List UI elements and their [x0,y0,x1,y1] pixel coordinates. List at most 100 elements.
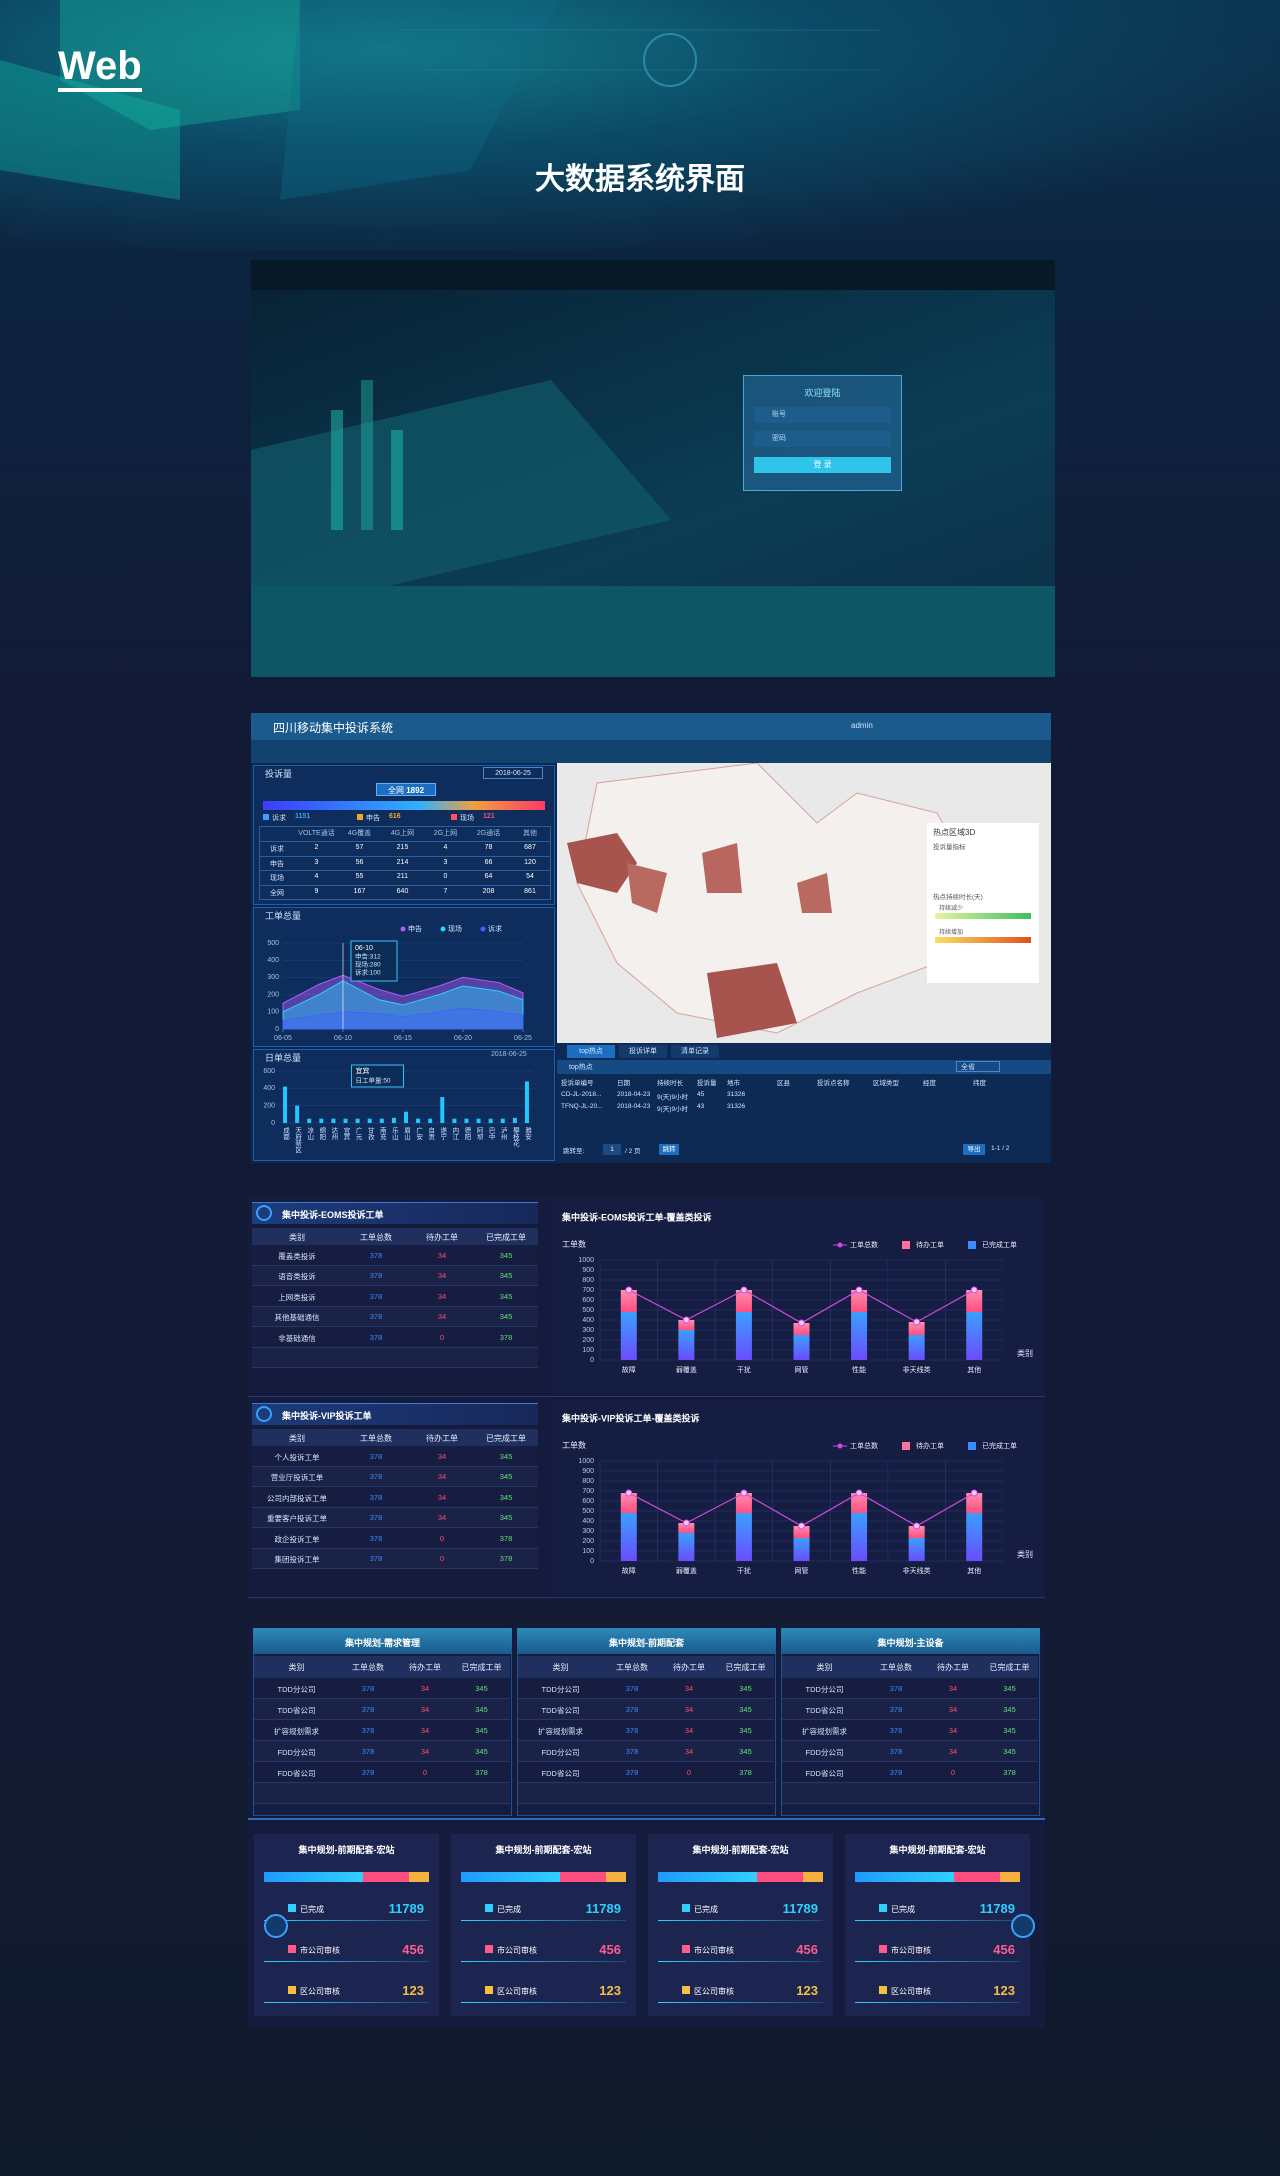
table-cell: 345 [499,1492,513,1502]
total-line [628,1289,975,1324]
bar-pending [793,1526,810,1538]
legend-label: 已完成工单 [982,1240,1017,1249]
tab[interactable]: top热点 [567,1045,615,1058]
table-header-row [518,1656,774,1678]
row-name: 诉求 [270,846,284,853]
table-cell: FDD省公司 [541,1769,580,1778]
legend-label: 申告 [408,924,422,933]
bar-completed [851,1513,868,1561]
tooltip-line: 日工单量:50 [356,1076,391,1085]
bar [307,1118,312,1123]
table-cell: 4 [443,844,448,851]
page-count: / 2 页 [625,1148,641,1155]
item-name: 市公司审核 [694,1946,734,1955]
table-cell: 378 [369,1472,383,1482]
row-name: 全网 [270,889,284,897]
prev-arrow[interactable] [264,1914,288,1938]
table-cell: 34 [684,1705,694,1714]
table-cell: 34 [437,1271,447,1281]
tab[interactable]: 投诉详单 [619,1045,667,1058]
item-underline [855,2002,1020,2003]
column-header: 地市 [727,1080,740,1087]
x-tick-label: 06-05 [274,1035,292,1042]
bar [416,1118,421,1123]
table-cell: 34 [437,1451,447,1461]
filter-select[interactable]: 全省 [956,1061,1000,1072]
x-tick-label: 06-10 [334,1035,352,1042]
bar [355,1118,360,1123]
panel-title: 集中投诉-EOMS投诉工单 [282,1210,384,1220]
login-screen: 欢迎登陆 账号 密码 登 录 [251,260,1055,677]
x-tick-label: 非天线类 [903,1365,931,1374]
table-cell: 345 [1003,1705,1016,1714]
jump-button[interactable]: 跳转 [659,1144,679,1155]
x-tick-label: 06-25 [514,1035,532,1042]
x-tick-label: 06-15 [394,1035,412,1042]
header-icon [256,1406,272,1422]
item-name: 区公司审核 [497,1987,537,1996]
table-cell: 公司内部投诉工单 [267,1493,327,1503]
login-title: 欢迎登陆 [804,388,841,398]
bar-pending [908,1322,925,1335]
column-header: 类别 [288,1663,305,1672]
table-cell: 4 [314,873,319,880]
table-cell: 345 [499,1271,513,1281]
y-tick-label: 200 [582,1538,594,1545]
password-input[interactable]: 密码 [754,431,891,447]
table-cell: 34 [948,1747,958,1756]
date-select[interactable]: 2018-06-25 [483,767,543,779]
table-row [518,1678,774,1699]
table-cell: 211 [396,873,409,880]
page-input[interactable]: 1 [603,1144,621,1155]
legend-label: 工单总数 [850,1240,878,1249]
account-input[interactable]: 账号 [754,407,891,423]
bar [295,1105,300,1123]
table-cell: 345 [475,1726,488,1735]
increase-scale [935,937,1031,943]
tab[interactable]: 清单记录 [671,1045,719,1058]
table-cell: 扩容规划需求 [538,1727,583,1736]
item-value: 123 [993,1983,1015,1998]
table-cell: 345 [1003,1684,1016,1693]
table-cell: 378 [369,1312,383,1322]
logo: Web [58,44,142,92]
export-button[interactable]: 导出 [963,1144,985,1155]
card [845,1834,1030,2016]
panel-title: 集中投诉-VIP投诉工单 [282,1411,372,1421]
x-tick-label: 06-20 [454,1035,472,1042]
x-tick-label: 弱覆盖 [676,1566,697,1575]
column-header: 已完成工单 [486,1232,526,1242]
item-underline [264,2002,429,2003]
bar [428,1118,433,1123]
table-cell: 0 [422,1768,428,1777]
table-cell: 55 [355,873,364,880]
table-row [252,1327,538,1348]
item-underline [264,1961,429,1962]
column-header: 区域类型 [873,1080,899,1087]
next-arrow[interactable] [1011,1914,1035,1938]
x-tick-label: 遂宁 [439,1126,447,1141]
table-row [518,1783,774,1804]
progress-bar [658,1872,823,1882]
bar-pending [620,1290,637,1312]
table-cell: 66 [484,858,493,866]
login-button[interactable]: 登 录 [754,457,891,473]
table-cell: 34 [420,1747,430,1756]
bar-completed [735,1513,752,1561]
complaint-panel [253,765,555,905]
table-row [252,1528,538,1549]
column-header: 待办工单 [426,1232,458,1242]
table-cell: 34 [437,1492,447,1502]
table-cell: 34 [948,1726,958,1735]
tooltip-box [351,1064,405,1088]
table-row [518,1699,774,1720]
table-cell: 31326 [727,1103,746,1110]
table-cell: 378 [361,1768,375,1777]
login-box: 欢迎登陆 账号 密码 登 录 [743,375,902,491]
table-cell: 34 [420,1684,430,1693]
table-cell: TDD分公司 [805,1685,844,1694]
y-tick-label: 400 [582,1518,594,1525]
table-cell: 78 [484,844,493,851]
x-tick-label: 天府新区 [294,1127,302,1154]
legend-value: 1151 [295,813,311,820]
